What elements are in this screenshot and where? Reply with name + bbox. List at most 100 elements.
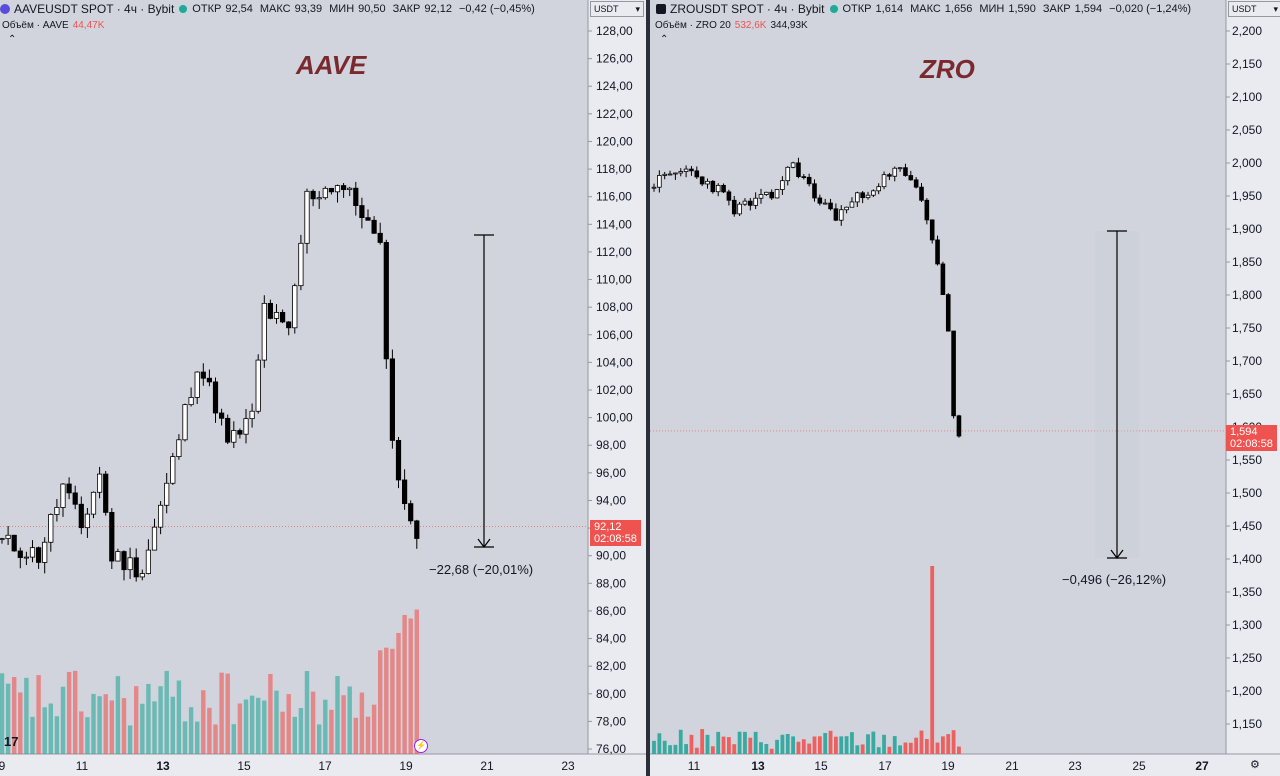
- volume-bar: [732, 744, 737, 754]
- candle-body: [951, 330, 956, 417]
- candle-body: [683, 168, 689, 172]
- volume-bar: [924, 739, 929, 754]
- volume-bar: [0, 673, 5, 754]
- candle-body: [892, 167, 898, 177]
- volume-bar: [286, 694, 291, 754]
- volume-bar: [908, 742, 913, 754]
- volume-bar: [207, 707, 212, 754]
- candle-body: [255, 359, 261, 412]
- collapse-chevron-icon[interactable]: ⌃: [660, 34, 669, 45]
- candle-body: [237, 430, 243, 435]
- currency-select[interactable]: USDT ▾: [1228, 1, 1280, 17]
- candle-body: [164, 482, 170, 506]
- chevron-down-icon: ▾: [635, 4, 640, 14]
- candle-body: [935, 239, 940, 265]
- candle-body: [212, 381, 219, 414]
- volume-bar: [780, 734, 785, 754]
- candle-body: [833, 208, 839, 221]
- candle-body: [849, 201, 855, 208]
- candle-body: [72, 492, 78, 505]
- candle-body: [887, 174, 892, 177]
- volume-bar: [274, 690, 279, 754]
- aave-legend: AAVEUSDT SPOT · 4ч · Bybit ОТКР 92,54 МАК…: [0, 2, 535, 16]
- price-change: −0,42 (−0,45%): [458, 3, 535, 15]
- volume-bar: [213, 724, 218, 754]
- zro-symbol[interactable]: ZROUSDT SPOT · 4ч · Bybit: [670, 2, 825, 16]
- aave-symbol[interactable]: AAVEUSDT SPOT · 4ч · Bybit: [14, 2, 175, 16]
- currency-select[interactable]: USDT ▾: [590, 1, 644, 17]
- volume-bar: [79, 711, 84, 754]
- volume-bar: [694, 747, 699, 754]
- candle-body: [913, 179, 919, 188]
- candle-body: [139, 573, 145, 578]
- volume-bar: [201, 690, 206, 754]
- ohlc-low-value: 1,590: [1008, 3, 1036, 15]
- settings-gear-icon[interactable]: ⚙: [1250, 759, 1260, 771]
- volume-bar: [12, 677, 17, 754]
- volume-bar: [657, 733, 662, 754]
- price-tick-label: 116,00: [596, 190, 632, 204]
- candle-body: [903, 167, 908, 176]
- price-tick-label: 106,00: [596, 328, 633, 342]
- candle-body: [273, 312, 280, 319]
- candle-body: [54, 507, 60, 515]
- volume-bar: [684, 744, 688, 754]
- volume-bar: [668, 745, 672, 754]
- price-tick-label: 1,650: [1232, 387, 1262, 401]
- volume-ma-value: 344,93K: [770, 20, 808, 31]
- candle-body: [127, 557, 133, 571]
- volume-bar: [54, 716, 60, 754]
- candle-body: [726, 191, 732, 201]
- zro-candlestick-chart[interactable]: 2,200 2,150 2,100 2,050 2,000 1,950 1,900 1,850…: [650, 0, 1280, 776]
- volume-bar: [219, 672, 224, 754]
- time-tick-label: 19: [941, 759, 955, 773]
- volume-bar: [243, 699, 249, 754]
- volume-bar: [36, 675, 41, 754]
- volume-bar: [231, 724, 236, 754]
- volume-bar: [689, 734, 694, 754]
- volume-bar: [152, 701, 157, 754]
- ohlc-open-key: ОТКР: [842, 3, 872, 15]
- price-tick-label: 1,800: [1232, 288, 1262, 302]
- candle-body: [689, 168, 694, 172]
- candle-body: [710, 180, 716, 193]
- volume-bar: [876, 747, 881, 754]
- candle-body: [121, 551, 127, 571]
- flash-icon[interactable]: ⚡: [414, 739, 428, 753]
- price-tick-label: 94,00: [596, 493, 626, 507]
- candle-body: [322, 187, 328, 199]
- volume-bar: [378, 650, 383, 754]
- candle-body: [157, 504, 164, 528]
- tradingview-logo[interactable]: 17: [4, 734, 19, 749]
- aave-candlestick-chart[interactable]: 128,00 126,00 124,00 122,00 120,00 118,00 116,…: [0, 0, 646, 776]
- volume-bar: [710, 746, 715, 754]
- candle-body: [304, 190, 310, 244]
- volume-bar: [30, 716, 35, 754]
- volume-bar: [371, 704, 377, 754]
- zro-logo-icon: [656, 4, 666, 14]
- candle-body: [699, 176, 705, 185]
- price-tick-label: 96,00: [596, 466, 626, 480]
- candle-body: [758, 194, 764, 199]
- candle-body: [924, 199, 930, 221]
- time-axis: [0, 754, 646, 776]
- candle-body: [231, 430, 237, 443]
- price-axis: [1226, 0, 1280, 776]
- candle-body: [310, 190, 316, 200]
- candle-body: [721, 184, 726, 193]
- volume-bar: [5, 683, 11, 754]
- zro-chart-pane[interactable]: 2,200 2,150 2,100 2,050 2,000 1,950 1,900 1,850…: [650, 0, 1280, 776]
- volume-bar: [817, 736, 822, 754]
- candle-body: [353, 187, 359, 206]
- volume-bar: [335, 676, 340, 754]
- price-tick-label: 124,00: [596, 79, 633, 93]
- ohlc-high-key: МАКС: [259, 3, 291, 15]
- aave-chart-pane[interactable]: 128,00 126,00 124,00 122,00 120,00 118,00 116,…: [0, 0, 646, 776]
- collapse-chevron-icon[interactable]: ⌃: [8, 34, 17, 45]
- volume-bar: [673, 744, 678, 754]
- candle-body: [176, 439, 182, 458]
- ohlc-open-key: ОТКР: [192, 3, 222, 15]
- price-tick-label: 1,450: [1232, 519, 1262, 533]
- pane-divider[interactable]: [646, 0, 650, 776]
- time-tick-label: 23: [1068, 759, 1082, 773]
